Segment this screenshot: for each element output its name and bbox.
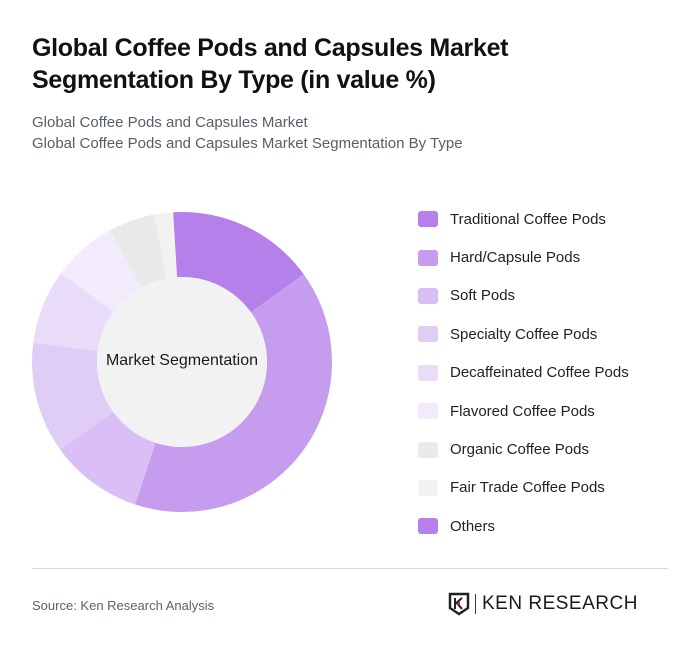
legend-swatch	[418, 403, 438, 420]
ken-research-logo-icon	[448, 592, 470, 616]
legend-item: Traditional Coffee Pods	[418, 200, 629, 238]
legend-swatch	[418, 364, 438, 381]
legend-swatch	[418, 211, 438, 228]
legend-item: Flavored Coffee Pods	[418, 392, 629, 430]
donut-slice-organic-coffee-pods	[110, 214, 167, 288]
legend-swatch	[418, 249, 438, 266]
legend-label: Fair Trade Coffee Pods	[450, 479, 605, 497]
legend-swatch	[418, 441, 438, 458]
legend-label: Decaffeinated Coffee Pods	[450, 364, 629, 382]
legend-item: Others	[418, 507, 629, 545]
legend-item: Fair Trade Coffee Pods	[418, 469, 629, 507]
legend-item: Specialty Coffee Pods	[418, 315, 629, 353]
donut-slice-flavored-coffee-pods	[60, 230, 142, 312]
logo-separator	[475, 594, 476, 614]
legend-item: Hard/Capsule Pods	[418, 238, 629, 276]
legend-label: Soft Pods	[450, 287, 516, 305]
ken-research-logo: KEN RESEARCH	[448, 592, 638, 616]
legend-item: Soft Pods	[418, 277, 629, 315]
donut-slice-fair-trade-coffee-pods	[154, 212, 177, 279]
legend-item: Decaffeinated Coffee Pods	[418, 354, 629, 392]
donut-hole	[97, 277, 267, 447]
legend-label: Flavored Coffee Pods	[450, 402, 595, 420]
donut-slice-traditional-coffee-pods	[173, 212, 304, 313]
legend-label: Traditional Coffee Pods	[450, 210, 606, 228]
legend-label: Organic Coffee Pods	[450, 441, 589, 459]
chart-legend: Traditional Coffee Pods Hard/Capsule Pods…	[418, 200, 629, 546]
legend-item: Organic Coffee Pods	[418, 430, 629, 468]
donut-chart	[32, 212, 332, 512]
chart-title: Global Coffee Pods and Capsules Market S…	[32, 34, 509, 94]
logo-text: KEN RESEARCH	[482, 593, 638, 614]
chart-subtitle: Global Coffee Pods and Capsules Market G…	[32, 112, 463, 154]
subtitle-line-1: Global Coffee Pods and Capsules Market	[32, 114, 308, 131]
legend-label: Others	[450, 517, 496, 535]
footer-divider	[32, 568, 668, 569]
donut-slice-hard-capsule-pods	[135, 274, 332, 512]
legend-label: Hard/Capsule Pods	[450, 249, 581, 267]
legend-swatch	[418, 518, 438, 535]
source-note: Source: Ken Research Analysis	[32, 598, 215, 613]
donut-slice-specialty-coffee-pods	[32, 342, 114, 450]
legend-swatch	[418, 479, 438, 496]
legend-swatch	[418, 326, 438, 343]
donut-slice-decaffeinated-coffee-pods	[33, 273, 114, 352]
donut-slice-soft-pods	[60, 411, 156, 505]
legend-swatch	[418, 287, 438, 304]
legend-label: Specialty Coffee Pods	[450, 325, 598, 343]
donut-center-label: Market Segmentation	[105, 352, 259, 369]
subtitle-line-2: Global Coffee Pods and Capsules Market S…	[32, 135, 463, 152]
